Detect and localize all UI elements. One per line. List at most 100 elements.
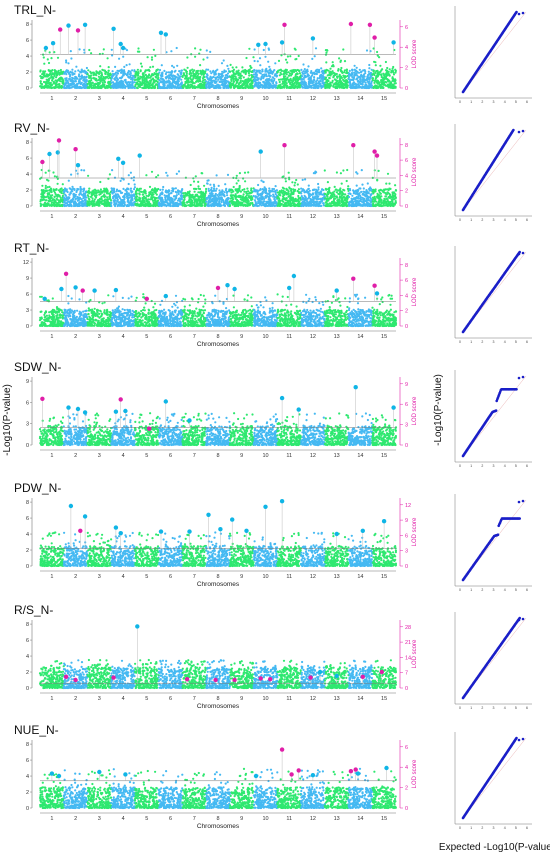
snp-point (165, 195, 167, 197)
snp-point (223, 59, 225, 61)
lod-tick-label: 0 (405, 204, 408, 210)
snp-point (57, 57, 59, 59)
snp-point (213, 80, 215, 82)
snp-point (274, 62, 276, 64)
snp-point (199, 64, 201, 66)
snp-point (114, 177, 116, 179)
snp-point (87, 69, 89, 71)
snp-point (167, 85, 169, 87)
snp-point (53, 86, 55, 88)
snp-point (280, 73, 282, 75)
snp-point (57, 86, 59, 88)
snp-point (335, 87, 337, 89)
snp-point (72, 79, 74, 81)
snp-point (201, 74, 203, 76)
snp-point (296, 86, 298, 88)
snp-point (126, 64, 128, 66)
snp-point (41, 192, 43, 194)
snp-point (99, 70, 101, 72)
snp-point (327, 74, 329, 76)
snp-point (165, 200, 167, 202)
snp-point (133, 179, 135, 181)
snp-point (75, 80, 77, 82)
snp-point (336, 73, 338, 75)
snp-point (157, 199, 159, 201)
chromosome-tick-label: 2 (74, 214, 77, 220)
snp-point (54, 189, 56, 191)
snp-point (181, 75, 183, 77)
snp-point (174, 195, 176, 197)
snp-point (126, 191, 128, 193)
snp-point (153, 49, 155, 51)
snp-point (136, 198, 138, 200)
snp-point (177, 81, 179, 83)
snp-point (229, 71, 231, 73)
snp-point (190, 184, 192, 186)
snp-point (336, 86, 338, 88)
snp-point (376, 51, 378, 53)
snp-point (90, 85, 92, 87)
snp-point (209, 70, 211, 72)
significant-snp (368, 23, 372, 27)
snp-point (244, 172, 246, 174)
snp-point (244, 83, 246, 85)
snp-point (236, 73, 238, 75)
snp-point (297, 82, 299, 84)
snp-point (72, 77, 74, 79)
snp-point (190, 201, 192, 203)
snp-point (61, 87, 63, 89)
snp-point (369, 85, 371, 87)
snp-point (86, 76, 88, 78)
snp-point (116, 190, 118, 192)
snp-point (303, 70, 305, 72)
snp-point (354, 74, 356, 76)
snp-point (165, 73, 167, 75)
snp-point (205, 201, 207, 203)
snp-point (53, 202, 55, 204)
snp-point (259, 57, 261, 59)
snp-point (142, 79, 144, 81)
snp-point (242, 177, 244, 179)
snp-point (101, 190, 103, 192)
snp-point (386, 67, 388, 69)
snp-point (54, 200, 56, 202)
y-tick-label: 4 (26, 172, 29, 178)
snp-point (313, 78, 315, 80)
chromosome-10-points (253, 180, 279, 208)
snp-point (262, 77, 264, 79)
snp-point (283, 74, 285, 76)
snp-point (235, 76, 237, 78)
snp-point (161, 191, 163, 193)
significant-snp (111, 27, 115, 31)
snp-point (238, 202, 240, 204)
snp-point (130, 77, 132, 79)
snp-point (224, 77, 226, 79)
snp-point (287, 55, 289, 57)
snp-point (106, 192, 108, 194)
snp-point (272, 76, 274, 78)
significant-snp (159, 31, 163, 35)
snp-point (217, 84, 219, 86)
snp-point (223, 85, 225, 87)
snp-point (249, 65, 251, 67)
snp-point (233, 81, 235, 83)
snp-point (182, 200, 184, 202)
snp-point (394, 69, 396, 71)
snp-point (208, 188, 210, 190)
snp-point (94, 84, 96, 86)
snp-point (120, 180, 122, 182)
snp-point (75, 170, 77, 172)
snp-point (256, 73, 258, 75)
snp-point (351, 76, 353, 78)
snp-point (70, 192, 72, 194)
snp-point (220, 199, 222, 201)
snp-point (308, 83, 310, 85)
snp-point (269, 75, 271, 77)
snp-point (252, 56, 254, 58)
snp-point (138, 78, 140, 80)
snp-point (155, 76, 157, 78)
snp-point (50, 190, 52, 192)
snp-point (194, 74, 196, 76)
snp-point (147, 77, 149, 79)
snp-point (216, 69, 218, 71)
